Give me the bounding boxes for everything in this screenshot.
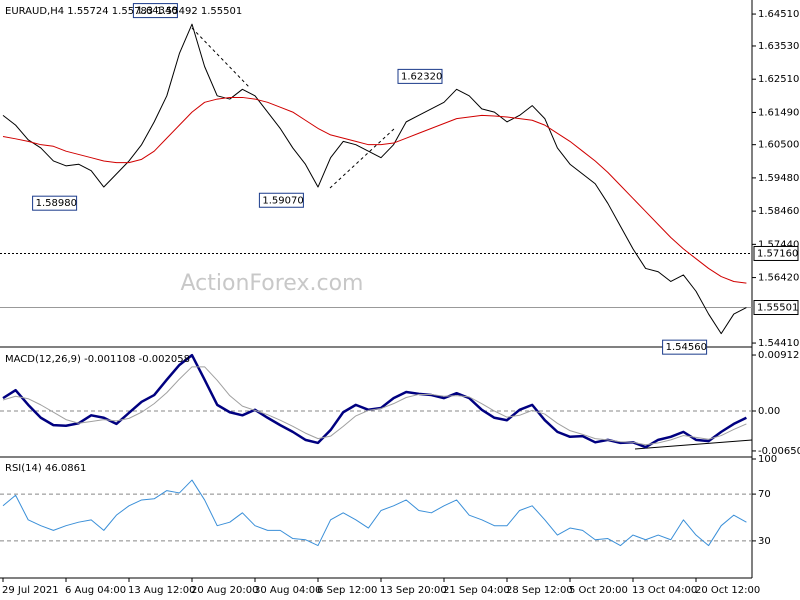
y-tick-label: 1.57440 xyxy=(758,239,799,250)
y-tick-label: 1.63530 xyxy=(758,41,799,52)
price-label-box xyxy=(753,245,799,261)
annotation-box xyxy=(258,192,304,208)
price-label: 1.57160 xyxy=(757,248,798,259)
x-tick-label: 6 Sep 12:00 xyxy=(317,585,377,596)
y-tick-label: 1.62510 xyxy=(758,74,799,85)
y-tick-label: 70 xyxy=(758,489,771,500)
x-tick-label: 5 Oct 20:00 xyxy=(569,585,628,596)
annotation: 1.58980 xyxy=(36,198,77,209)
y-tick-label: 100 xyxy=(758,454,777,465)
annotation-box xyxy=(32,195,78,211)
macd-trend-line xyxy=(634,439,753,450)
annotation-box xyxy=(662,339,708,355)
annotation-box xyxy=(132,3,178,19)
panel-title: EURAUD,H4 1.55724 1.55783 1.55492 1.5550… xyxy=(5,6,242,17)
y-tick-label: 1.61490 xyxy=(758,107,799,118)
y-tick-label: -0.006506 xyxy=(758,446,800,457)
annotation: 1.59070 xyxy=(262,195,303,206)
watermark: ActionForex.com xyxy=(181,271,364,296)
y-tick-label: 0.00912 xyxy=(758,350,799,361)
annotation: 1.54560 xyxy=(666,342,707,353)
panel-title: RSI(14) 46.0861 xyxy=(5,463,86,474)
y-tick-label: 1.54410 xyxy=(758,338,799,349)
y-tick-label: 1.60500 xyxy=(758,140,799,151)
x-tick-label: 20 Oct 12:00 xyxy=(695,585,760,596)
x-tick-label: 29 Jul 2021 xyxy=(2,585,59,596)
series-line xyxy=(2,96,747,284)
x-tick-label: 6 Aug 04:00 xyxy=(65,585,126,596)
x-tick-label: 13 Sep 20:00 xyxy=(380,585,447,596)
x-tick-label: 21 Sep 04:00 xyxy=(443,585,510,596)
y-tick-label: 1.64510 xyxy=(758,9,799,20)
price-label: 1.55501 xyxy=(757,303,798,314)
trend-line xyxy=(329,127,396,189)
annotation: 1.62320 xyxy=(401,71,442,82)
series-line xyxy=(2,23,747,335)
panel-title: MACD(12,26,9) -0.001108 -0.002058 xyxy=(5,354,190,365)
annotation-box xyxy=(397,68,443,84)
trend-line xyxy=(191,27,251,89)
x-tick-label: 28 Sep 12:00 xyxy=(506,585,573,596)
series-line xyxy=(2,366,747,446)
x-tick-label: 20 Aug 20:00 xyxy=(191,585,258,596)
y-tick-label: 0.00 xyxy=(758,406,780,417)
y-tick-label: 1.58460 xyxy=(758,206,799,217)
series-line xyxy=(2,353,747,449)
x-tick-label: 30 Aug 04:00 xyxy=(254,585,321,596)
series-line xyxy=(2,479,747,547)
x-tick-label: 13 Oct 04:00 xyxy=(632,585,697,596)
annotation: 1.64340 xyxy=(136,6,177,17)
price-label-box xyxy=(753,300,799,316)
x-tick-label: 13 Aug 12:00 xyxy=(128,585,195,596)
y-tick-label: 1.56420 xyxy=(758,273,799,284)
y-tick-label: 30 xyxy=(758,536,771,547)
y-tick-label: 1.59480 xyxy=(758,173,799,184)
